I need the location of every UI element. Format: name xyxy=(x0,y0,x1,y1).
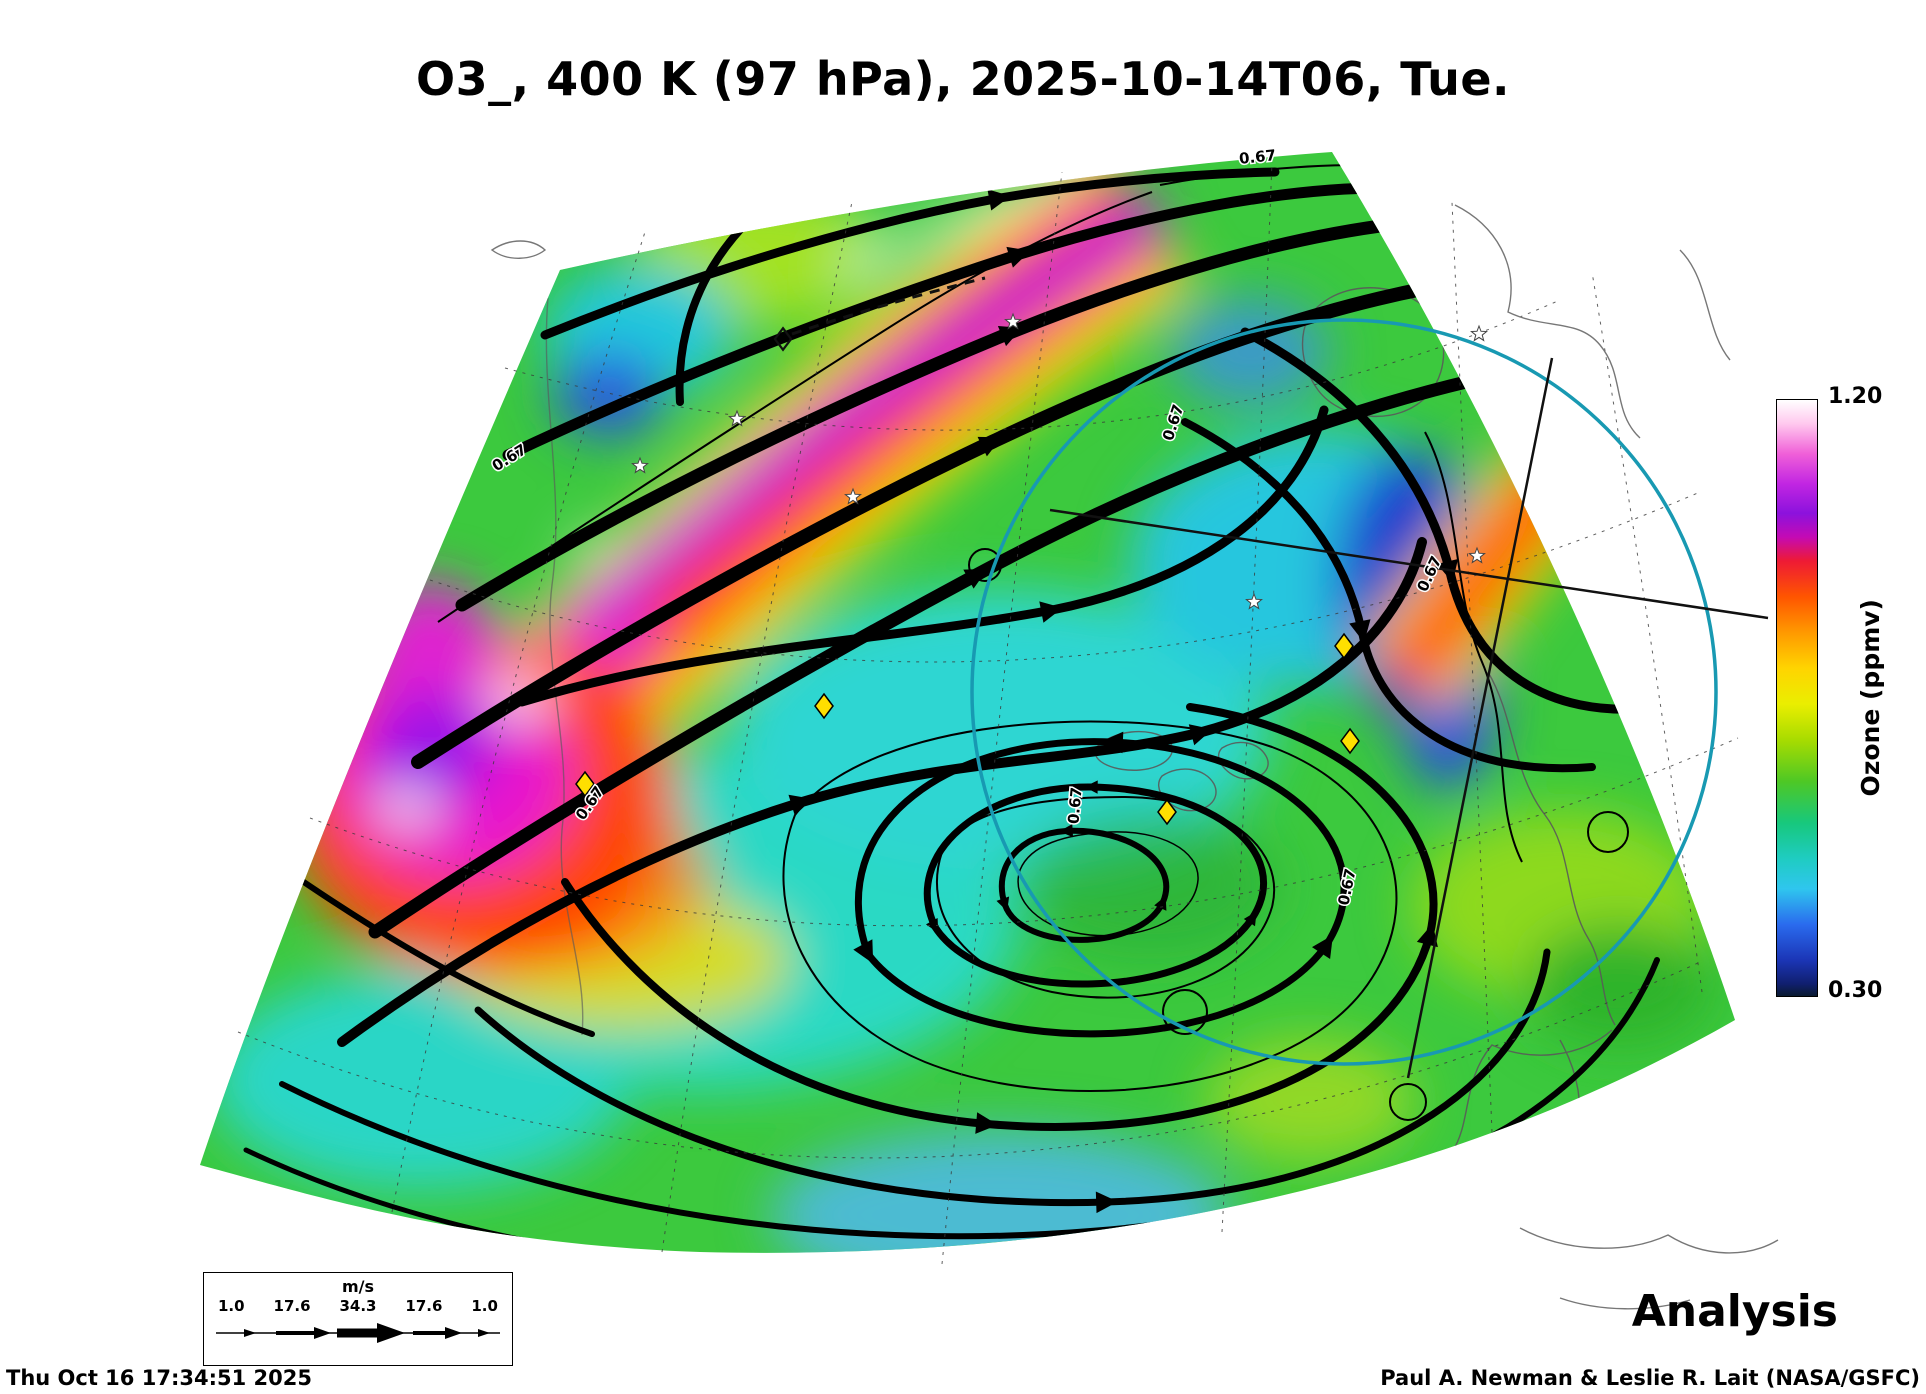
wind-streamlines xyxy=(243,166,1726,1253)
wind-scale-value: 1.0 xyxy=(218,1297,245,1315)
page-title: O3_, 400 K (97 hPa), 2025-10-14T06, Tue. xyxy=(416,52,1510,106)
colorbar-axis-title: Ozone (ppmv) xyxy=(1848,399,1892,997)
analysis-label: Analysis xyxy=(1631,1286,1838,1337)
colorbar-axis-title-text: Ozone (ppmv) xyxy=(1855,599,1885,797)
wind-scale-value: 17.6 xyxy=(405,1297,443,1315)
trajectory-dashed-line xyxy=(791,276,986,336)
wind-scale-values: 1.0 17.6 34.3 17.6 1.0 xyxy=(204,1297,512,1315)
outer-coastlines xyxy=(490,204,1779,1310)
wind-unit-label: m/s xyxy=(341,1277,375,1296)
generation-timestamp: Thu Oct 16 17:34:51 2025 xyxy=(6,1366,312,1390)
colorbar-gradient xyxy=(1776,399,1818,997)
wind-scale-arrows xyxy=(216,1323,500,1343)
credit-line: Paul A. Newman & Leslie R. Lait (NASA/GS… xyxy=(1380,1366,1920,1390)
wind-scale-value: 17.6 xyxy=(273,1297,311,1315)
colorbar-max-label: 1.20 xyxy=(1828,384,1883,409)
wind-scale-value: 34.3 xyxy=(339,1297,377,1315)
colorbar-min-label: 0.30 xyxy=(1828,978,1883,1003)
wind-scale-value: 1.0 xyxy=(471,1297,498,1315)
cross-lines xyxy=(1049,357,1769,1079)
circle-overlay xyxy=(970,318,1718,1066)
graticule xyxy=(237,161,1739,1265)
city-marker-star xyxy=(1470,325,1488,341)
wind-speed-legend: m/s 1.0 17.6 34.3 17.6 1.0 xyxy=(203,1272,513,1366)
contour-label: 0.67 xyxy=(1238,146,1277,168)
contour-label: 0.67 xyxy=(1064,786,1085,824)
